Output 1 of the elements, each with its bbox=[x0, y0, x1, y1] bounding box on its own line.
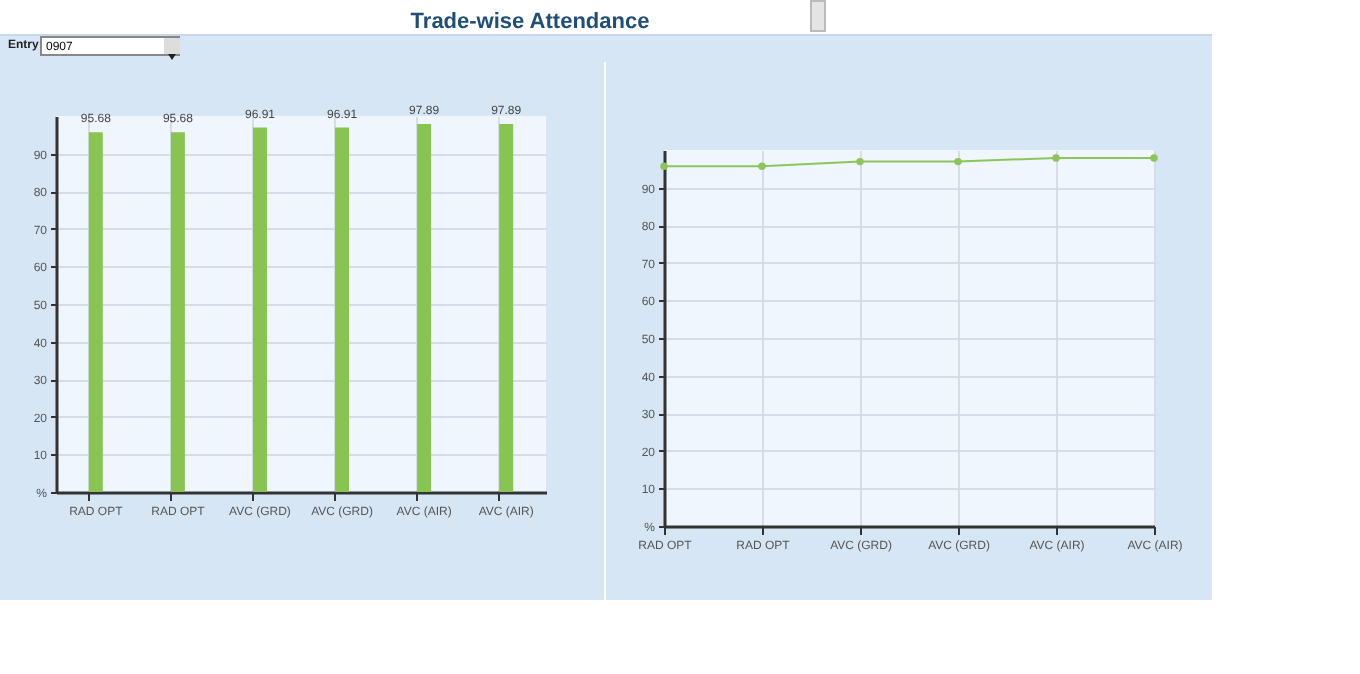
chart-title: Trade-wise Attendance bbox=[408, 10, 652, 34]
